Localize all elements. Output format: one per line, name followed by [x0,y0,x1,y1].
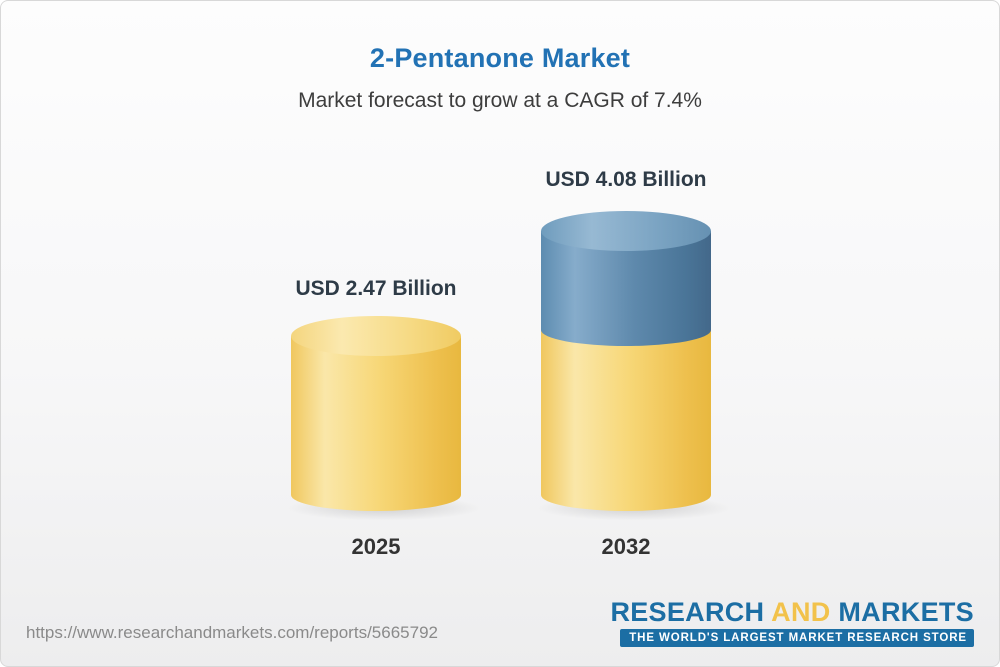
logo-word-and: AND [771,597,831,627]
year-label-2032: 2032 [601,534,651,559]
page-subtitle: Market forecast to grow at a CAGR of 7.4… [298,89,702,112]
page-title: 2-Pentanone Market [369,43,631,73]
bar-2025-body [291,336,461,511]
logo-tagline: THE WORLD'S LARGEST MARKET RESEARCH STOR… [620,629,974,648]
bar-2032-top-cap [541,211,711,251]
logo-word-markets: MARKETS [838,597,974,627]
report-url-link[interactable]: https://www.researchandmarkets.com/repor… [26,623,438,642]
logo-word-research: RESEARCH [610,597,765,627]
value-label-2032: USD 4.08 Billion [545,168,707,191]
value-label-2025: USD 2.47 Billion [295,277,457,300]
bar-2032-cylinder [533,211,735,521]
bar-2032-base-segment [541,329,711,511]
research-and-markets-logo: RESEARCH AND MARKETS THE WORLD'S LARGEST… [610,598,974,648]
year-label-2025: 2025 [351,534,401,559]
bar-2025-top-cap [291,316,461,356]
logo-wordmark: RESEARCH AND MARKETS [610,598,974,626]
bar-2025-cylinder [283,316,485,521]
